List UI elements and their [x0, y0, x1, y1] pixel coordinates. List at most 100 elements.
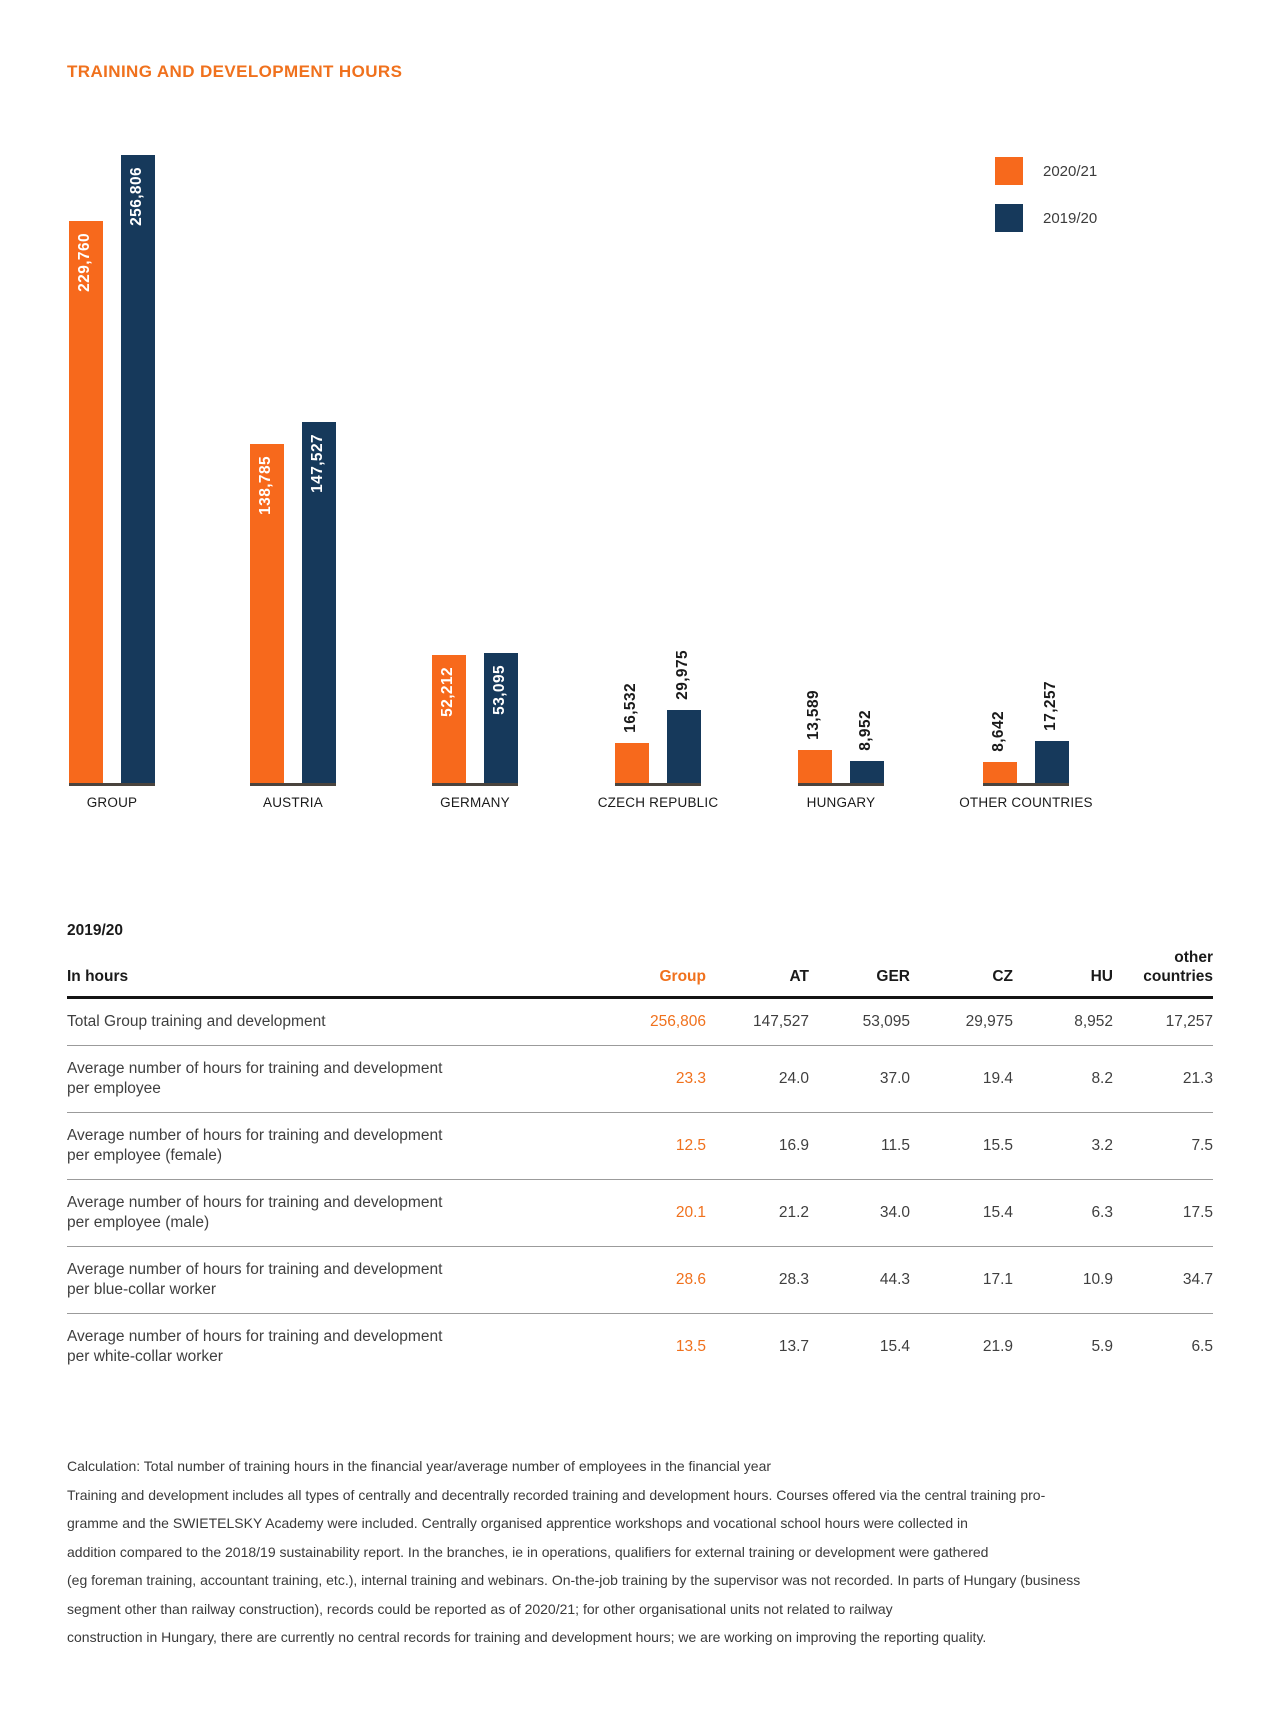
- bar-2019-20-other-countries: [1035, 741, 1069, 783]
- legend-item-2019-20: 2019/20: [995, 204, 1225, 232]
- row-label: Average number of hours for training and…: [67, 1045, 587, 1113]
- baseline-segment: [432, 783, 518, 786]
- bar-value-label: 53,095: [491, 665, 508, 715]
- cell-other: 7.5: [1113, 1112, 1213, 1180]
- cell-group: 256,806: [649, 1013, 706, 1030]
- row-label: Average number of hours for training and…: [67, 1246, 587, 1314]
- table-row: Total Group training and development 256,…: [67, 998, 1213, 1046]
- cell-group: 23.3: [587, 1045, 706, 1113]
- cell-at: 24.0: [706, 1045, 809, 1113]
- cell-at: 28.3: [706, 1246, 809, 1314]
- footnote-text: Calculation: Total number of training ho…: [67, 1458, 1081, 1645]
- cell-hu: 5.9: [1013, 1313, 1113, 1380]
- row-label: Average number of hours for training and…: [67, 1112, 587, 1180]
- table-row: Average number of hours for training and…: [67, 1179, 1213, 1247]
- cell-hu: 8.2: [1013, 1045, 1113, 1113]
- chart-plot-area: 229,760 256,806 GROUP 138,785 147,527 AUSTRIA…: [60, 155, 1220, 810]
- cell-other: 6.5: [1113, 1313, 1213, 1380]
- category-label-group: GROUP: [86, 795, 138, 810]
- column-header-ger: GER: [809, 948, 910, 999]
- row-label: Total Group training and development: [67, 1013, 326, 1030]
- baseline-segment: [983, 783, 1069, 786]
- cell-cz: 15.4: [910, 1179, 1013, 1247]
- baseline-segment: [615, 783, 701, 786]
- cell-cz: 15.5: [910, 1112, 1013, 1180]
- bar-2020-21-germany: [432, 655, 466, 783]
- cell-group: 28.6: [587, 1246, 706, 1314]
- bar-value-label: 17,257: [1042, 681, 1059, 731]
- cell-other: 21.3: [1113, 1045, 1213, 1113]
- bar-value-label: 138,785: [257, 456, 274, 515]
- category-label-hungary: HUNGARY: [806, 795, 876, 810]
- bar-value-label: 147,527: [309, 434, 326, 493]
- bar-value-label: 8,642: [990, 711, 1007, 752]
- cell-group: 12.5: [587, 1112, 706, 1180]
- bar-2020-21-austria: [250, 444, 284, 783]
- category-label-austria: AUSTRIA: [263, 795, 323, 810]
- cell-cz: 29,975: [965, 1013, 1013, 1030]
- category-label-other-countries: OTHER COUNTRIES: [959, 795, 1093, 810]
- cell-ger: 11.5: [809, 1112, 910, 1180]
- bar-value-label: 256,806: [128, 167, 145, 226]
- column-header-hu: HU: [1013, 948, 1113, 999]
- cell-ger: 37.0: [809, 1045, 910, 1113]
- training-hours-table: In hours Group AT GER CZ HU other countries To…: [67, 948, 1213, 1380]
- table-header-row: In hours Group AT GER CZ HU other countries: [67, 948, 1213, 999]
- cell-hu: 10.9: [1013, 1246, 1113, 1314]
- column-header-other: other countries: [1113, 948, 1213, 999]
- cell-at: 16.9: [706, 1112, 809, 1180]
- cell-cz: 21.9: [910, 1313, 1013, 1380]
- cell-at: 147,527: [752, 1013, 809, 1030]
- legend-label: 2019/20: [1043, 209, 1098, 227]
- bar-2020-21-hungary: [798, 750, 832, 783]
- row-label: Average number of hours for training and…: [67, 1313, 587, 1380]
- bar-value-label: 52,212: [439, 667, 456, 717]
- bar-2019-20-group: [121, 155, 155, 783]
- cell-ger: 34.0: [809, 1179, 910, 1247]
- bar-value-label: 29,975: [674, 650, 691, 700]
- bar-2020-21-group: [69, 221, 103, 783]
- cell-other: 34.7: [1113, 1246, 1213, 1314]
- baseline-segment: [798, 783, 884, 786]
- cell-cz: 19.4: [910, 1045, 1013, 1113]
- chart-legend: 2020/21 2019/20: [995, 157, 1225, 251]
- table-row: Average number of hours for training and…: [67, 1246, 1213, 1314]
- bar-2019-20-hungary: [850, 761, 884, 783]
- bar-value-label: 8,952: [857, 710, 874, 751]
- page-title: TRAINING AND DEVELOPMENT HOURS: [67, 62, 403, 81]
- cell-ger: 53,095: [862, 1013, 910, 1030]
- cell-group: 20.1: [587, 1179, 706, 1247]
- table-title: 2019/20: [67, 922, 124, 939]
- cell-ger: 44.3: [809, 1246, 910, 1314]
- bar-value-label: 229,760: [76, 233, 93, 292]
- row-label: Average number of hours for training and…: [67, 1179, 587, 1247]
- legend-label: 2020/21: [1043, 162, 1098, 180]
- cell-at: 13.7: [706, 1313, 809, 1380]
- cell-other: 17,257: [1165, 1013, 1213, 1030]
- cell-at: 21.2: [706, 1179, 809, 1247]
- cell-hu: 3.2: [1013, 1112, 1113, 1180]
- bar-value-label: 16,532: [622, 683, 639, 733]
- legend-swatch-navy: [995, 204, 1023, 232]
- legend-item-2020-21: 2020/21: [995, 157, 1225, 185]
- cell-group: 13.5: [587, 1313, 706, 1380]
- bar-2019-20-austria: [302, 422, 336, 783]
- baseline-segment: [250, 783, 336, 786]
- cell-other: 17.5: [1113, 1179, 1213, 1247]
- bar-value-label: 13,589: [805, 690, 822, 740]
- cell-cz: 17.1: [910, 1246, 1013, 1314]
- bar-2019-20-germany: [484, 653, 518, 783]
- training-hours-bar-chart: 229,760 256,806 GROUP 138,785 147,527 AUSTRIA…: [60, 155, 1220, 835]
- column-header-in-hours: In hours: [67, 948, 587, 999]
- cell-hu: 6.3: [1013, 1179, 1113, 1247]
- bar-2020-21-other-countries: [983, 762, 1017, 783]
- column-header-at: AT: [706, 948, 809, 999]
- table-row: Average number of hours for training and…: [67, 1045, 1213, 1113]
- cell-hu: 8,952: [1074, 1013, 1113, 1030]
- table-row: Average number of hours for training and…: [67, 1313, 1213, 1380]
- table-row: Average number of hours for training and…: [67, 1112, 1213, 1180]
- baseline-segment: [69, 783, 155, 786]
- bar-2019-20-czech-republic: [667, 710, 701, 783]
- category-label-czech-republic: CZECH REPUBLIC: [597, 795, 719, 810]
